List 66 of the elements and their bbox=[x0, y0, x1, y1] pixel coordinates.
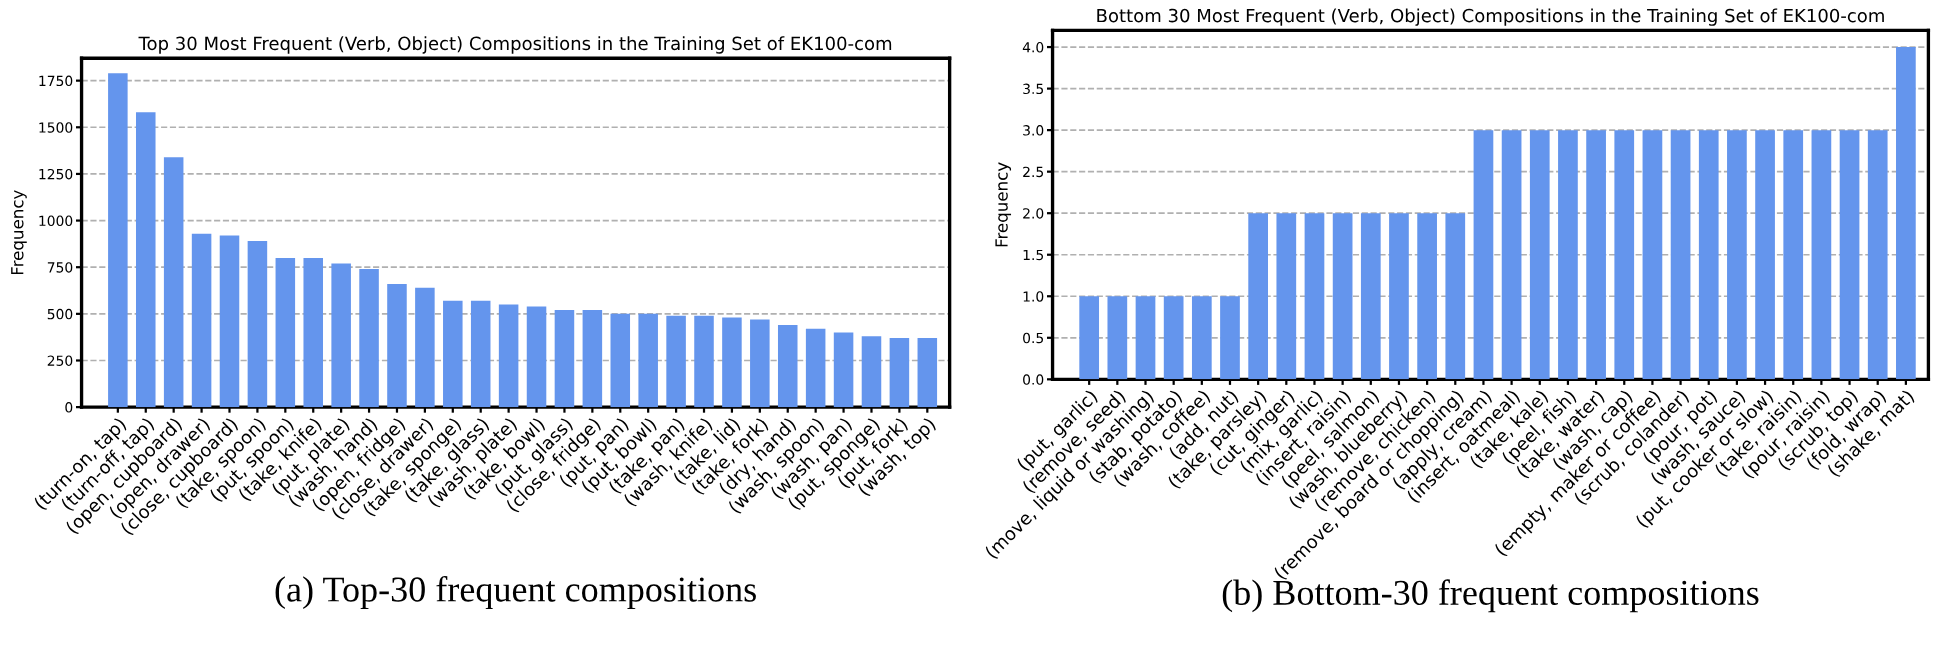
bar bbox=[610, 313, 631, 408]
bar bbox=[275, 257, 296, 408]
bar bbox=[1417, 213, 1437, 380]
bar bbox=[666, 315, 686, 408]
bar bbox=[917, 338, 938, 408]
bar bbox=[1304, 213, 1325, 380]
bar bbox=[498, 304, 519, 408]
bar bbox=[247, 241, 268, 408]
bar bbox=[1191, 296, 1212, 380]
bar bbox=[833, 332, 854, 408]
bar bbox=[135, 112, 156, 408]
bar bbox=[163, 157, 184, 408]
text: (b) Bottom-30 frequent compositions bbox=[1222, 579, 1759, 613]
bar bbox=[1135, 296, 1156, 380]
bar bbox=[1079, 296, 1100, 380]
bar bbox=[1698, 130, 1719, 380]
bar bbox=[1839, 130, 1860, 380]
bar bbox=[1529, 130, 1550, 380]
bar bbox=[1389, 213, 1409, 380]
bar bbox=[889, 338, 910, 408]
bar bbox=[861, 336, 882, 408]
bar bbox=[1248, 213, 1268, 380]
bar bbox=[470, 300, 491, 408]
bar bbox=[1811, 130, 1832, 380]
y-axis-title: Frequency bbox=[995, 162, 1012, 247]
bar bbox=[1445, 213, 1466, 380]
bar bbox=[1220, 296, 1240, 380]
chart-title: Top 30 Most Frequent (Verb, Object) Compositions in the Training Set of EK100-com bbox=[138, 36, 892, 54]
bar bbox=[1783, 130, 1804, 380]
bar bbox=[331, 263, 351, 408]
bar bbox=[303, 257, 324, 408]
chart-title: Bottom 30 Most Frequent (Verb, Object) Compositions in the Training Set of EK100-com bbox=[1097, 8, 1884, 26]
bar bbox=[443, 300, 463, 408]
bar bbox=[750, 319, 770, 408]
bar bbox=[1755, 130, 1775, 380]
bar bbox=[1614, 130, 1635, 380]
bar bbox=[1558, 130, 1578, 380]
bar bbox=[1501, 130, 1522, 380]
bar bbox=[777, 325, 798, 408]
bar bbox=[1867, 130, 1888, 380]
bar bbox=[1360, 213, 1381, 380]
bar bbox=[526, 306, 547, 408]
bar bbox=[1276, 213, 1297, 380]
bar bbox=[1163, 296, 1184, 380]
bar bbox=[1727, 130, 1747, 380]
bar bbox=[1642, 130, 1663, 380]
bar bbox=[1670, 130, 1691, 380]
bar bbox=[1332, 213, 1353, 380]
bar bbox=[1473, 130, 1494, 380]
bar bbox=[415, 287, 435, 408]
bar bbox=[1586, 130, 1606, 380]
y-axis-title: Frequency bbox=[11, 190, 27, 275]
bar bbox=[694, 315, 714, 408]
bar bbox=[387, 284, 407, 408]
bar bbox=[108, 73, 128, 408]
bar bbox=[638, 313, 658, 408]
text: (a) Top-30 frequent compositions bbox=[275, 575, 756, 610]
bar bbox=[805, 328, 826, 408]
bar bbox=[1107, 296, 1128, 380]
bar bbox=[359, 269, 379, 408]
bar bbox=[554, 310, 575, 408]
bar bbox=[191, 233, 212, 408]
bar bbox=[1896, 47, 1916, 380]
bar bbox=[582, 310, 603, 408]
bar bbox=[219, 235, 240, 408]
bar bbox=[722, 317, 742, 408]
